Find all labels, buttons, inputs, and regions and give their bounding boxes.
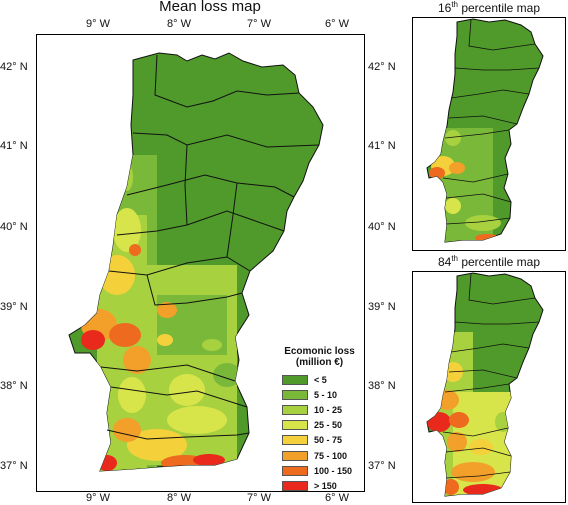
inset-16-frame (412, 17, 566, 251)
legend-title: Ecomonic loss (million €) (282, 346, 357, 368)
inset-16-title-number: 16 (437, 1, 452, 15)
legend-item: 10 - 25 (282, 402, 357, 417)
lon-tick-top-8w: 8° W (167, 18, 191, 30)
lat-tick-right-42n: 42° N (368, 61, 396, 73)
inset-84-title-text: percentile map (457, 255, 541, 269)
legend-label: 5 - 10 (314, 389, 338, 400)
legend-label: 25 - 50 (314, 420, 343, 431)
legend-label: < 5 (314, 374, 327, 385)
legend-item: > 150 (282, 478, 357, 493)
lon-tick-bottom-7w: 7° W (247, 492, 271, 504)
lat-tick-left-40n: 40° N (0, 221, 28, 233)
lon-tick-top-6w: 6° W (325, 18, 349, 30)
lat-tick-right-40n: 40° N (368, 221, 396, 233)
legend-swatch (282, 374, 308, 385)
lat-tick-left-38n: 38° N (0, 380, 28, 392)
legend-swatch (282, 465, 308, 476)
lat-tick-left-39n: 39° N (0, 301, 28, 313)
main-map-svg (68, 52, 324, 472)
legend-label: 100 - 150 (314, 465, 353, 476)
inset-84-title-number: 84 (437, 255, 452, 269)
lat-tick-left-42n: 42° N (0, 61, 28, 73)
legend-item: 50 - 75 (282, 433, 357, 448)
legend-item: 100 - 150 (282, 463, 357, 478)
legend-swatch (282, 420, 308, 431)
inset-16-title: 16th percentile map (410, 0, 568, 15)
inset-84-frame (412, 271, 566, 503)
lon-tick-top-9w: 9° W (86, 18, 110, 30)
district-borders (100, 54, 320, 440)
lon-tick-bottom-9w: 9° W (86, 492, 110, 504)
legend-title-line2: (million €) (295, 357, 344, 368)
inset-84-title: 84th percentile map (410, 254, 568, 269)
inset-16-title-text: percentile map (457, 1, 541, 15)
legend-label: 75 - 100 (314, 450, 348, 461)
legend-swatch (282, 480, 308, 491)
legend-swatch (282, 450, 308, 461)
legend-title-line1: Ecomonic loss (284, 346, 355, 357)
lon-tick-bottom-8w: 8° W (167, 492, 191, 504)
legend-item: 5 - 10 (282, 387, 357, 402)
legend-label: 50 - 75 (314, 435, 343, 446)
lon-tick-bottom-6w: 6° W (325, 492, 349, 504)
inset-16-patches (429, 128, 501, 242)
legend-swatch (282, 404, 308, 415)
inset-84-borders (442, 273, 540, 479)
lat-tick-left-37n: 37° N (0, 460, 28, 472)
legend-label: 10 - 25 (314, 404, 343, 415)
legend: Ecomonic loss (million €) < 5 5 - 10 10 - … (282, 346, 357, 494)
legend-item: 25 - 50 (282, 418, 357, 433)
main-map-frame (36, 34, 365, 492)
legend-rows: < 5 5 - 10 10 - 25 25 - 50 50 - 75 75 - 100 10… (282, 372, 357, 494)
lat-tick-right-41n: 41° N (368, 140, 396, 152)
inset-16-svg (426, 18, 544, 243)
inset-16-title-sup: th (451, 0, 458, 9)
lat-tick-left-41n: 41° N (0, 140, 28, 152)
inset-84-title-sup: th (451, 254, 458, 263)
legend-item: < 5 (282, 372, 357, 387)
legend-swatch (282, 389, 308, 400)
lat-tick-right-37n: 37° N (368, 460, 396, 472)
legend-item: 75 - 100 (282, 448, 357, 463)
lat-tick-right-39n: 39° N (368, 301, 396, 313)
inset-16-borders (442, 19, 540, 225)
legend-swatch (282, 435, 308, 446)
main-map-title: Mean loss map (159, 0, 261, 15)
inset-84-svg (426, 272, 544, 497)
lon-tick-top-7w: 7° W (247, 18, 271, 30)
legend-label: > 150 (314, 480, 337, 491)
lat-tick-right-38n: 38° N (368, 380, 396, 392)
